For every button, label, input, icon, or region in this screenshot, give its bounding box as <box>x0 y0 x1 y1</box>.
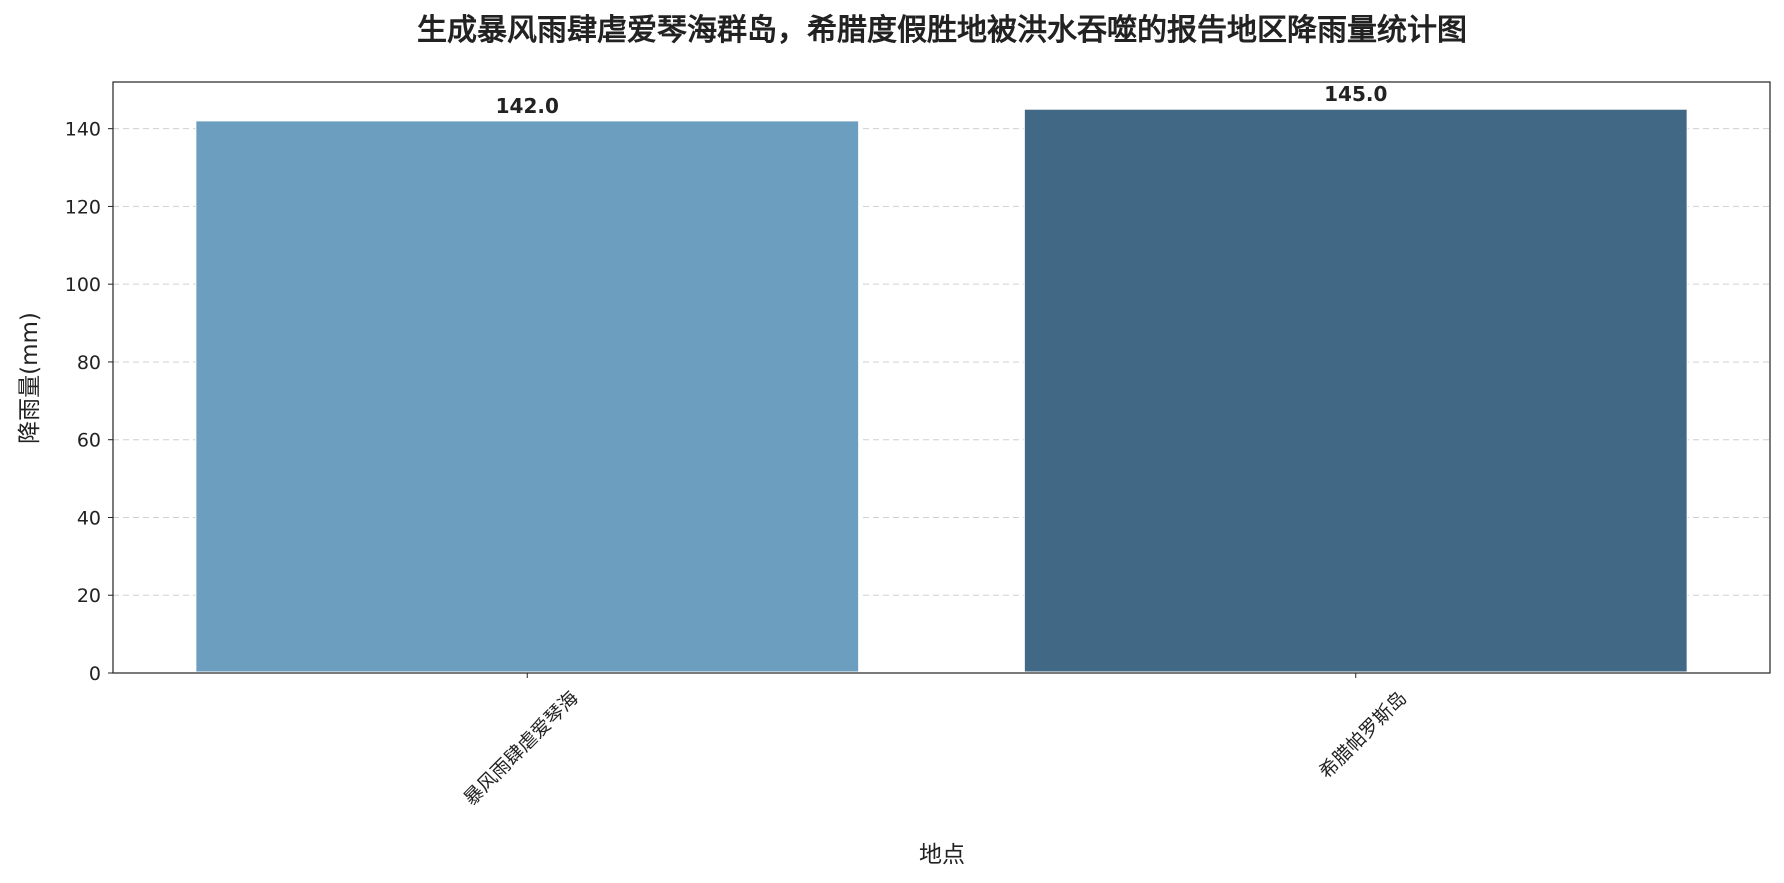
bar <box>195 120 860 673</box>
y-tick-label: 120 <box>65 196 101 218</box>
y-axis-title: 降雨量(mm) <box>17 312 43 444</box>
data-labels: 142.0 145.0 <box>496 82 1388 118</box>
y-tick-label: 0 <box>89 663 101 685</box>
bars <box>195 108 1688 673</box>
bar-value-label: 142.0 <box>496 94 559 118</box>
x-axis-title: 地点 <box>919 842 965 868</box>
y-tick-label: 140 <box>65 119 101 141</box>
y-tick-label: 20 <box>77 585 101 607</box>
y-tick-label: 40 <box>77 507 101 529</box>
x-tick-label: 暴风雨肆虐爱琴海 <box>460 687 583 810</box>
y-tick-label: 80 <box>77 352 101 374</box>
y-tick-label: 60 <box>77 430 101 452</box>
bar <box>1023 108 1688 673</box>
y-axis-ticks: 0 20 40 60 80 100 120 140 <box>65 119 113 685</box>
x-tick-label: 希腊帕罗斯岛 <box>1315 687 1411 783</box>
y-tick-label: 100 <box>65 274 101 296</box>
bar-value-label: 145.0 <box>1324 82 1387 106</box>
x-axis-ticks: 暴风雨肆虐爱琴海 希腊帕罗斯岛 <box>460 673 1411 810</box>
plot-frame <box>112 81 1771 674</box>
chart-title: 生成暴风雨肆虐爱琴海群岛，希腊度假胜地被洪水吞噬的报告地区降雨量统计图 <box>417 13 1467 48</box>
